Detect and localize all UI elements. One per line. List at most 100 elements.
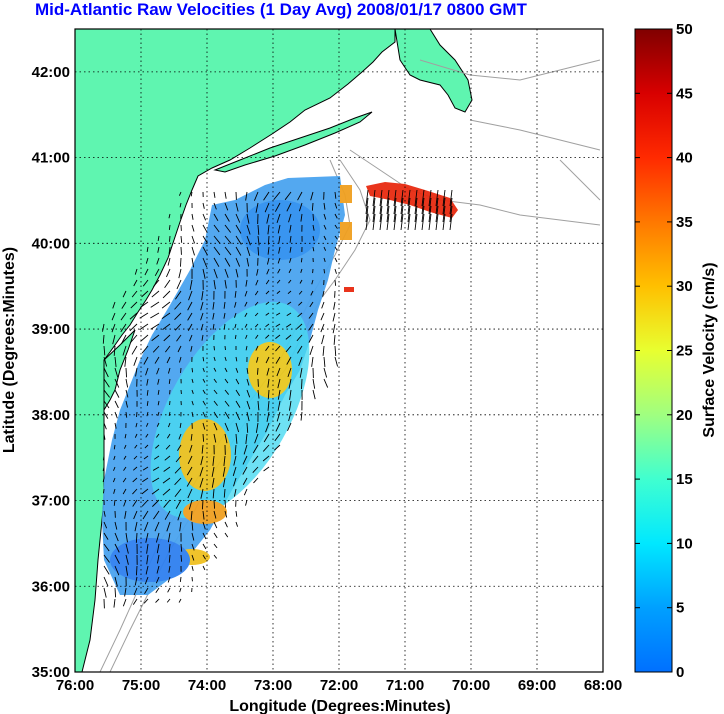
- velocity-vector: [277, 389, 281, 400]
- velocity-vector: [124, 356, 127, 367]
- velocity-vector: [153, 279, 160, 287]
- velocity-vector: [372, 213, 376, 231]
- velocity-vector: [191, 543, 195, 551]
- velocity-vector: [103, 587, 107, 598]
- velocity-vector: [162, 290, 171, 299]
- velocity-vector: [202, 213, 207, 221]
- velocity-vector: [114, 378, 120, 388]
- velocity-vector: [262, 444, 270, 452]
- velocity-vector: [235, 411, 241, 421]
- velocity-vector: [177, 444, 182, 452]
- velocity-vector: [103, 554, 110, 563]
- velocity-vector: [114, 576, 118, 587]
- velocity-vector: [312, 213, 315, 221]
- velocity-vector: [301, 378, 303, 390]
- velocity-vector: [244, 301, 248, 307]
- velocity-vector: [176, 334, 182, 342]
- velocity-vector: [372, 205, 376, 223]
- velocity-vector: [152, 466, 160, 471]
- velocity-vector: [178, 433, 182, 440]
- velocity-vector: [102, 466, 105, 472]
- velocity-vector: [161, 312, 171, 320]
- velocity-vector: [243, 444, 248, 455]
- velocity-vector: [365, 205, 369, 223]
- velocity-vector: [124, 433, 127, 439]
- velocity-vector: [242, 477, 248, 485]
- velocity-vector: [212, 323, 215, 330]
- velocity-vector: [254, 312, 259, 317]
- velocity-vector: [151, 488, 160, 495]
- velocity-vector: [202, 433, 205, 442]
- velocity-vector: [142, 279, 149, 287]
- velocity-vector: [131, 290, 138, 298]
- velocity-vector: [234, 301, 237, 308]
- velocity-vector: [103, 345, 106, 356]
- velocity-vector: [222, 477, 226, 488]
- velocity-vector: [275, 345, 281, 352]
- velocity-vector: [202, 389, 206, 394]
- velocity-vector: [123, 455, 127, 460]
- velocity-vector: [407, 213, 411, 231]
- velocity-vector: [289, 224, 292, 233]
- velocity-vector: [164, 345, 171, 353]
- velocity-vector: [213, 378, 217, 383]
- velocity-vector: [179, 356, 182, 363]
- velocity-vector: [133, 510, 138, 520]
- velocity-vector: [323, 268, 326, 274]
- velocity-vector: [211, 477, 215, 488]
- velocity-vector: [224, 389, 230, 395]
- velocity-vector: [276, 290, 281, 294]
- velocity-vector: [154, 356, 160, 364]
- velocity-vector: [277, 224, 281, 234]
- velocity-vector: [234, 488, 237, 497]
- velocity-vector: [103, 389, 110, 398]
- velocity-vector: [320, 323, 325, 333]
- velocity-vector: [114, 400, 119, 409]
- velocity-vector: [277, 268, 281, 274]
- velocity-vector: [122, 598, 127, 607]
- velocity-vector: [257, 389, 260, 399]
- velocity-vector: [372, 189, 376, 207]
- velocity-vector: [141, 290, 149, 298]
- velocity-vector: [188, 499, 193, 510]
- velocity-vector: [235, 433, 238, 444]
- velocity-vector: [189, 334, 193, 342]
- velocity-vector: [191, 521, 194, 531]
- velocity-vector: [157, 235, 160, 242]
- velocity-vector: [323, 202, 326, 210]
- velocity-vector: [202, 202, 205, 209]
- velocity-vector: [246, 213, 250, 224]
- velocity-vector: [265, 323, 270, 328]
- velocity-vector: [223, 323, 226, 329]
- velocity-vector: [103, 422, 107, 430]
- velocity-vector: [266, 257, 270, 265]
- velocity-vector: [113, 598, 116, 608]
- velocity-vector: [113, 466, 116, 471]
- velocity-vector: [187, 301, 193, 311]
- velocity-vector: [103, 521, 108, 529]
- velocity-vector: [289, 257, 292, 263]
- velocity-vector: [156, 565, 160, 574]
- velocity-vector: [145, 367, 149, 376]
- velocity-vector: [213, 510, 217, 519]
- velocity-vector: [393, 213, 397, 231]
- velocity-vector: [255, 422, 259, 433]
- velocity-vector: [213, 367, 217, 372]
- velocity-vector: [213, 356, 216, 361]
- velocity-vector: [288, 378, 292, 389]
- velocity-vector: [141, 499, 149, 507]
- velocity-vector: [152, 499, 160, 507]
- velocity-vector: [164, 510, 171, 520]
- y-tick-label: 35:00: [32, 664, 70, 681]
- velocity-vector: [202, 510, 205, 520]
- velocity-vector: [156, 257, 160, 265]
- velocity-vector: [246, 257, 250, 267]
- velocity-vector: [421, 213, 425, 231]
- velocity-vector: [289, 235, 292, 243]
- velocity-vector: [312, 378, 316, 389]
- velocity-vector: [157, 400, 160, 406]
- velocity-vector: [140, 334, 149, 342]
- velocity-vector: [213, 268, 218, 279]
- velocity-vector: [244, 323, 248, 328]
- colorbar: [634, 28, 673, 673]
